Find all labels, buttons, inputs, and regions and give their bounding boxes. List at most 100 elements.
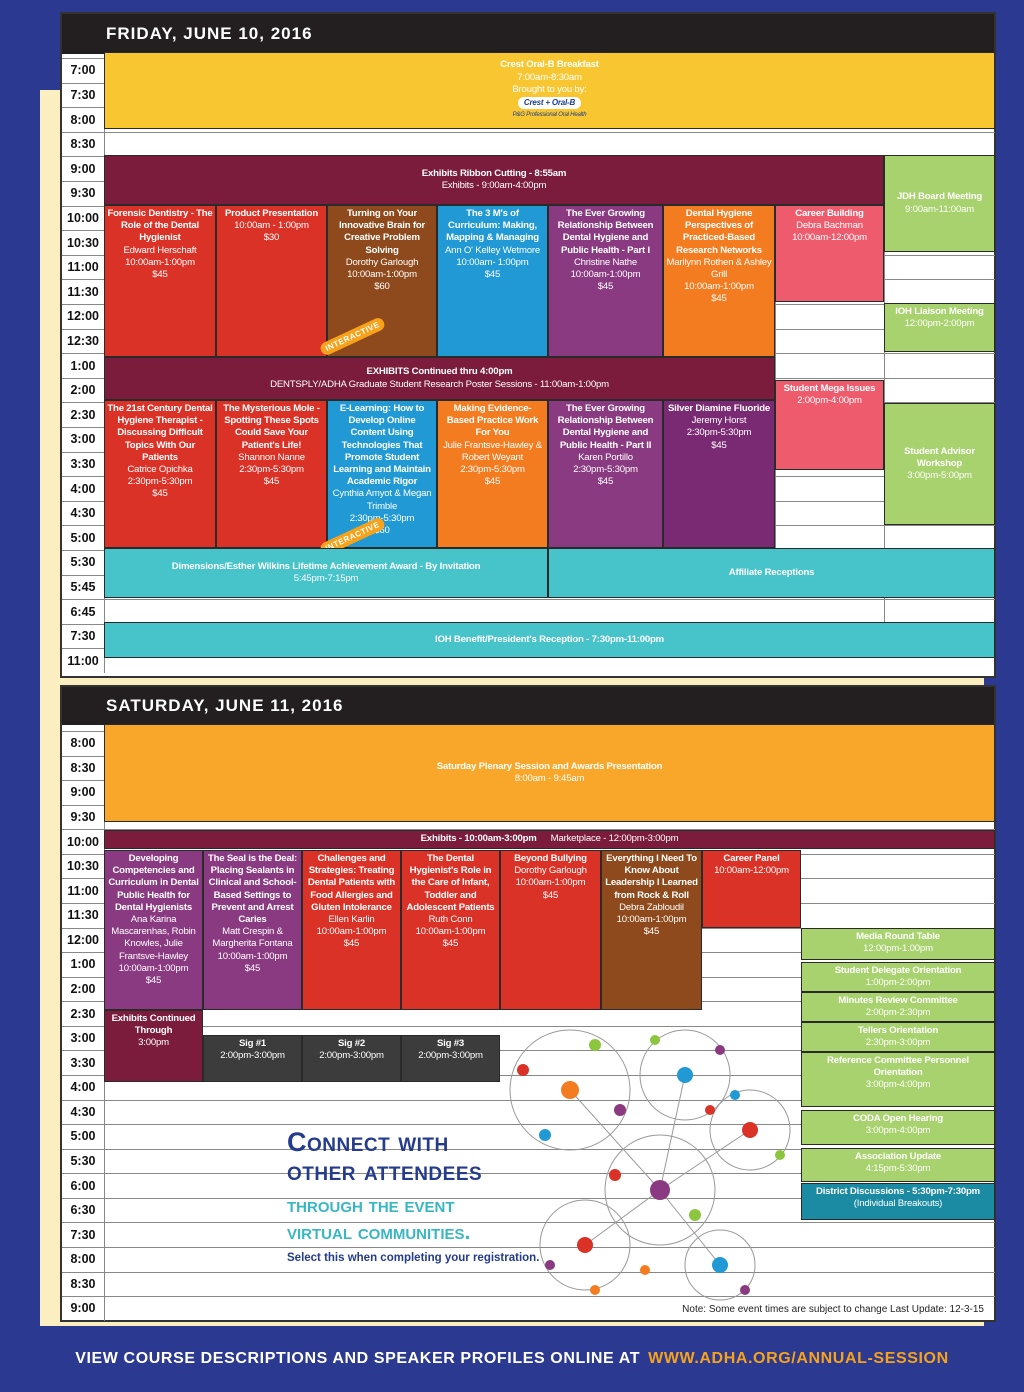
time-label: 11:30 <box>67 908 99 923</box>
footer-url[interactable]: WWW.ADHA.ORG/ANNUAL-SESSION <box>648 1350 949 1367</box>
event-block[interactable]: District Discussions - 5:30pm-7:30pm (Ind… <box>801 1183 995 1220</box>
sponsor-logo: Crest + Oral-B <box>517 97 582 110</box>
event-title: Challenges and Strategies: Treating Dent… <box>307 853 396 913</box>
event-title: The Seal is the Deal: Placing Sealants i… <box>207 853 298 926</box>
event-detail: Debra Bachman <box>796 220 863 232</box>
event-block[interactable]: Dimensions/Esther Wilkins Lifetime Achie… <box>104 548 548 598</box>
event-detail: Exhibits - 9:00am-4:00pm <box>441 180 547 191</box>
event-block[interactable]: Saturday Plenary Session and Awards Pres… <box>104 724 995 822</box>
event-block[interactable]: Minutes Review Committee 2:00pm-2:30pm <box>801 992 995 1022</box>
event-title: Sig #2 <box>337 1038 366 1049</box>
event-block[interactable]: Affiliate Receptions <box>548 548 995 598</box>
event-title: IOH Benefit/President's Reception - 7:30… <box>435 633 664 645</box>
row-line <box>62 131 995 133</box>
event-block[interactable]: IOH Benefit/President's Reception - 7:30… <box>104 622 995 658</box>
event-block[interactable]: Sig #3 2:00pm-3:00pm <box>401 1035 500 1082</box>
event-title: Dimensions/Esther Wilkins Lifetime Achie… <box>171 560 481 572</box>
event-detail: $60 <box>374 281 390 293</box>
event-block[interactable]: Student Mega Issues 2:00pm-4:00pm <box>775 380 884 470</box>
time-label: 6:00 <box>70 1178 96 1193</box>
time-label: 2:00 <box>70 981 96 996</box>
time-label: 2:30 <box>70 407 96 422</box>
time-label: 6:30 <box>70 1203 96 1218</box>
event-detail: 3:00pm-4:00pm <box>865 1125 931 1137</box>
event-block[interactable]: Career Panel 10:00am-12:00pm <box>702 850 801 928</box>
event-block[interactable]: The 21st Century Dental Hygiene Therapis… <box>104 400 216 548</box>
connect-heading: Connect with <box>287 1127 449 1157</box>
event-detail: 4:15pm-5:30pm <box>865 1163 931 1175</box>
time-label: 7:30 <box>70 629 96 644</box>
event-title: District Discussions - 5:30pm-7:30pm <box>816 1186 980 1197</box>
event-block[interactable]: Tellers Orientation 2:30pm-3:00pm <box>801 1022 995 1052</box>
event-block[interactable]: Product Presentation 10:00am - 1:00pm $30 <box>216 205 327 357</box>
event-detail: Christine Nathe <box>573 256 638 268</box>
event-detail: $30 <box>263 232 280 244</box>
time-label: 3:00 <box>70 432 96 447</box>
event-detail: $45 <box>442 938 459 950</box>
event-detail: Marketplace - 12:00pm-3:00pm <box>550 833 679 845</box>
event-block[interactable]: Exhibits Ribbon Cutting - 8:55am Exhibits… <box>104 155 884 205</box>
row-line <box>62 1222 995 1224</box>
event-detail: 10:00am-1:00pm <box>316 926 387 938</box>
event-block[interactable]: Beyond Bullying Dorothy Garlough 10:00am-1… <box>500 850 601 1010</box>
event-block[interactable]: JDH Board Meeting 9:00am-11:00am <box>884 155 995 252</box>
event-block[interactable]: IOH Liaison Meeting 12:00pm-2:00pm <box>884 303 995 352</box>
event-block[interactable]: Reference Committee Personnel Orientatio… <box>801 1052 995 1107</box>
time-label: 11:00 <box>67 260 99 275</box>
event-title: Minutes Review Committee <box>838 995 958 1006</box>
event-detail: Ana Karina Mascarenhas, Robin Knowles, J… <box>111 914 196 962</box>
event-detail: 10:00am- 1:00pm <box>456 256 529 268</box>
event-block[interactable]: Sig #1 2:00pm-3:00pm <box>203 1035 302 1082</box>
event-block[interactable]: The Ever Growing Relationship Between De… <box>548 400 663 548</box>
event-block[interactable]: The Mysterious Mole - Spotting These Spo… <box>216 400 327 548</box>
event-block[interactable]: Media Round Table 12:00pm-1:00pm <box>801 928 995 960</box>
event-block[interactable]: The Seal is the Deal: Placing Sealants i… <box>203 850 302 1010</box>
event-detail: Karen Portillo <box>578 451 633 463</box>
time-label: 4:00 <box>70 481 96 496</box>
event-block[interactable]: The Ever Growing Relationship Between De… <box>548 205 663 357</box>
network-graphic <box>509 1029 791 1301</box>
event-block[interactable]: Exhibits Continued Through 3:00pm <box>104 1010 203 1082</box>
event-title: JDH Board Meeting <box>896 191 983 203</box>
event-detail: 2:30pm-5:30pm <box>239 464 304 476</box>
event-block[interactable]: Sig #2 2:00pm-3:00pm <box>302 1035 401 1082</box>
event-title: Student Advisor Workshop <box>904 445 975 469</box>
event-block[interactable]: Silver Diamine Fluoride Jeremy Horst 2:30p… <box>663 400 775 548</box>
event-block[interactable]: Crest Oral-B Breakfast 7:00am-8:30am Broug… <box>104 52 995 129</box>
row-line <box>62 1074 995 1076</box>
event-title: Silver Diamine Fluoride <box>667 403 771 414</box>
event-detail: Dorothy Garlough <box>514 865 587 877</box>
time-label: 4:30 <box>70 506 96 521</box>
event-detail: 10:00am-1:00pm <box>118 962 189 974</box>
event-block[interactable]: The Dental Hygienist's Role in the Care … <box>401 850 500 1010</box>
event-block[interactable]: Making Evidence-Based Practice Work For … <box>437 400 548 548</box>
event-detail: 10:00am-1:00pm <box>570 269 641 281</box>
event-title: Association Update <box>855 1151 941 1162</box>
time-label: 12:00 <box>67 309 99 324</box>
event-block[interactable]: EXHIBITS Continued thru 4:00pm DENTSPLY/A… <box>104 357 775 400</box>
event-title: Sig #3 <box>436 1038 465 1049</box>
event-block[interactable]: Association Update 4:15pm-5:30pm <box>801 1148 995 1182</box>
event-detail: $45 <box>711 439 727 451</box>
time-label: 7:30 <box>70 1227 96 1242</box>
row-line <box>62 1271 995 1273</box>
event-block[interactable]: Forensic Dentistry - The Role of the Den… <box>104 205 216 357</box>
row-line <box>62 1050 995 1052</box>
event-block[interactable]: Career Building Debra Bachman 10:00am-12:0… <box>775 205 884 302</box>
event-block[interactable]: The 3 M's of Curriculum: Making, Mapping… <box>437 205 548 357</box>
event-block[interactable]: Challenges and Strategies: Treating Dent… <box>302 850 401 1010</box>
event-block[interactable]: Developing Competencies and Curriculum i… <box>104 850 203 1010</box>
event-detail: Brought to you by: <box>512 83 587 95</box>
event-block[interactable]: CODA Open Hearing 3:00pm-4:00pm <box>801 1110 995 1145</box>
event-block[interactable]: Student Advisor Workshop 3:00pm-5:00pm <box>884 403 995 525</box>
event-block[interactable]: Everything I Need To Know About Leadersh… <box>601 850 702 1010</box>
event-block[interactable]: Dental Hygiene Perspectives of Practiced… <box>663 205 775 357</box>
event-detail: 2:30pm-5:30pm <box>349 512 415 524</box>
event-detail: 2:00pm-3:00pm <box>220 1050 285 1062</box>
event-detail: 12:00pm-1:00pm <box>863 943 933 955</box>
event-block[interactable]: Student Delegate Orientation 1:00pm-2:00p… <box>801 962 995 992</box>
event-block[interactable]: Exhibits - 10:00am-3:00pm Marketplace - 1… <box>104 830 995 849</box>
event-title: Media Round Table <box>856 931 940 942</box>
event-detail: 9:00am-11:00am <box>904 203 975 215</box>
event-detail: 10:00am-1:00pm <box>347 269 417 281</box>
